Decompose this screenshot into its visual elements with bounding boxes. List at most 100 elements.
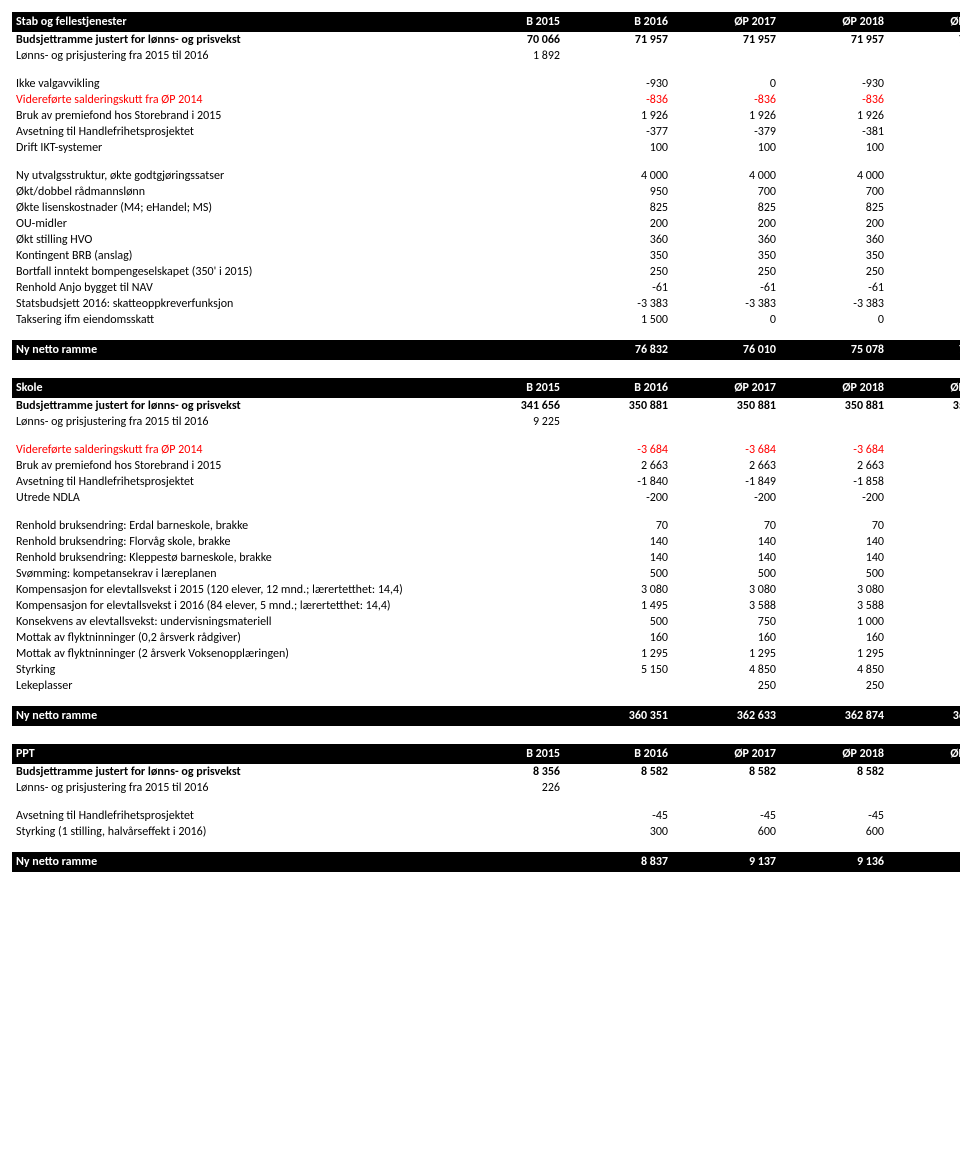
- table-row: Lønns- og prisjustering fra 2015 til 201…: [12, 48, 960, 64]
- row-value: [456, 184, 564, 200]
- row-value: 8 356: [456, 764, 564, 780]
- row-value: 70: [564, 518, 672, 534]
- row-label: Ny utvalgsstruktur, økte godtgjøringssat…: [12, 168, 456, 184]
- row-value: [456, 566, 564, 582]
- row-value: [456, 232, 564, 248]
- row-value: 8 582: [780, 764, 888, 780]
- table-row: Mottak av flyktninninger (0,2 årsverk rå…: [12, 630, 960, 646]
- row-value: 1 295: [672, 646, 780, 662]
- row-value: 250: [888, 678, 960, 694]
- row-value: 250: [564, 264, 672, 280]
- row-label: Budsjettramme justert for lønns- og pris…: [12, 32, 456, 48]
- row-value: 3 588: [888, 598, 960, 614]
- row-value: -200: [780, 490, 888, 506]
- row-value: 8 582: [888, 764, 960, 780]
- row-value: 600: [672, 824, 780, 840]
- row-value: [888, 780, 960, 796]
- table-row: Styrking5 1504 8504 8504 850: [12, 662, 960, 678]
- footer-value: [456, 852, 564, 872]
- row-value: 360: [888, 232, 960, 248]
- table-row: Budsjettramme justert for lønns- og pris…: [12, 32, 960, 48]
- row-value: 500: [672, 566, 780, 582]
- budget-table: SkoleB 2015B 2016ØP 2017ØP 2018ØP 2019Bu…: [12, 378, 960, 726]
- table-row: Kompensasjon for elevtallsvekst i 2015 (…: [12, 582, 960, 598]
- footer-value: 8 837: [564, 852, 672, 872]
- row-value: 825: [672, 200, 780, 216]
- column-header: ØP 2019: [888, 744, 960, 764]
- row-value: [672, 414, 780, 430]
- table-row: Kontingent BRB (anslag)350350350350: [12, 248, 960, 264]
- table-row: Avsetning til Handlefrihetsprosjektet-45…: [12, 808, 960, 824]
- row-value: [456, 124, 564, 140]
- table-row: Mottak av flyktninninger (2 årsverk Voks…: [12, 646, 960, 662]
- row-value: -3 383: [672, 296, 780, 312]
- row-value: [672, 48, 780, 64]
- row-value: 350 881: [780, 398, 888, 414]
- row-label: Styrking (1 stilling, halvårseffekt i 20…: [12, 824, 456, 840]
- row-value: 70: [672, 518, 780, 534]
- row-value: [456, 646, 564, 662]
- row-value: 0: [888, 312, 960, 328]
- row-value: 1 295: [780, 646, 888, 662]
- row-value: -381: [780, 124, 888, 140]
- row-value: 71 957: [672, 32, 780, 48]
- table-row: Bortfall inntekt bompengeselskapet (350'…: [12, 264, 960, 280]
- row-label: Mottak av flyktninninger (2 årsverk Voks…: [12, 646, 456, 662]
- row-value: 600: [888, 824, 960, 840]
- row-value: 2 663: [780, 458, 888, 474]
- table-row: Kompensasjon for elevtallsvekst i 2016 (…: [12, 598, 960, 614]
- table-row: Budsjettramme justert for lønns- og pris…: [12, 764, 960, 780]
- footer-value: 76 010: [672, 340, 780, 360]
- footer-value: 360 351: [564, 706, 672, 726]
- spacer-row: [12, 328, 960, 340]
- row-value: -377: [564, 124, 672, 140]
- row-value: [456, 108, 564, 124]
- row-value: -3 684: [564, 442, 672, 458]
- table-row: Lønns- og prisjustering fra 2015 til 201…: [12, 780, 960, 796]
- row-value: 4 000: [888, 168, 960, 184]
- row-value: [456, 216, 564, 232]
- row-value: 350: [564, 248, 672, 264]
- table-row: Svømming: kompetansekrav i læreplanen500…: [12, 566, 960, 582]
- budget-section: Stab og fellestjenesterB 2015B 2016ØP 20…: [12, 12, 948, 360]
- row-label: Økt/dobbel rådmannslønn: [12, 184, 456, 200]
- spacer-row: [12, 840, 960, 852]
- footer-value: 362 874: [780, 706, 888, 726]
- row-value: [456, 296, 564, 312]
- row-value: 71 957: [780, 32, 888, 48]
- row-value: [456, 630, 564, 646]
- row-value: [456, 140, 564, 156]
- row-value: [456, 280, 564, 296]
- row-value: -930: [564, 76, 672, 92]
- row-label: Ikke valgavvikling: [12, 76, 456, 92]
- footer-label: Ny netto ramme: [12, 340, 456, 360]
- row-value: 140: [888, 550, 960, 566]
- row-value: 950: [564, 184, 672, 200]
- row-label: Kompensasjon for elevtallsvekst i 2015 (…: [12, 582, 456, 598]
- column-header: ØP 2018: [780, 12, 888, 32]
- row-value: -3 383: [888, 296, 960, 312]
- row-value: 1 926: [780, 108, 888, 124]
- row-value: -1 840: [564, 474, 672, 490]
- row-value: 0: [888, 76, 960, 92]
- row-value: 2 663: [672, 458, 780, 474]
- row-value: 71 957: [888, 32, 960, 48]
- row-label: Økte lisenskostnader (M4; eHandel; MS): [12, 200, 456, 216]
- row-value: -200: [672, 490, 780, 506]
- row-value: 250: [672, 264, 780, 280]
- row-value: [456, 92, 564, 108]
- row-value: 0: [780, 312, 888, 328]
- row-value: 140: [564, 550, 672, 566]
- table-row: OU-midler200200200200: [12, 216, 960, 232]
- column-header: ØP 2017: [672, 12, 780, 32]
- row-value: [564, 678, 672, 694]
- row-value: [456, 312, 564, 328]
- row-value: 9 225: [456, 414, 564, 430]
- row-label: Kontingent BRB (anslag): [12, 248, 456, 264]
- row-value: 200: [780, 216, 888, 232]
- footer-value: [456, 340, 564, 360]
- row-value: 350: [672, 248, 780, 264]
- row-label: Bortfall inntekt bompengeselskapet (350'…: [12, 264, 456, 280]
- row-value: -3 383: [780, 296, 888, 312]
- row-value: 4 850: [780, 662, 888, 678]
